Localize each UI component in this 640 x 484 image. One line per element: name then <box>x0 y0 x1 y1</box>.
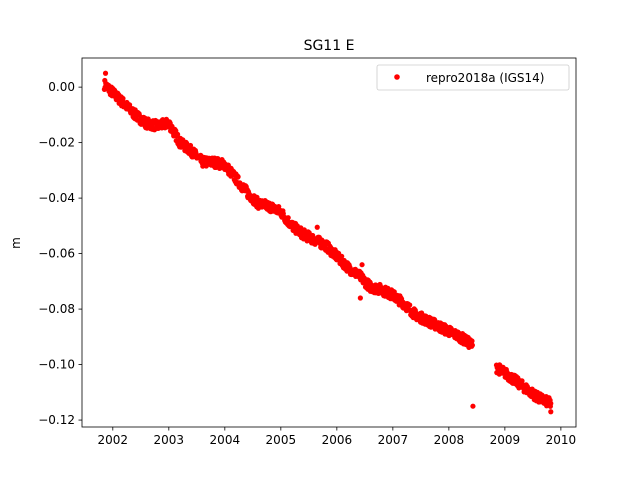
x-tick-label: 2008 <box>434 433 465 447</box>
data-point <box>120 95 126 102</box>
data-point-outlier <box>548 409 554 415</box>
axes-frame <box>81 57 577 428</box>
y-tick-label: −0.02 <box>38 136 75 150</box>
data-point <box>175 131 181 137</box>
legend: repro2018a (IGS14) <box>376 64 570 91</box>
data-point-outlier <box>102 70 109 76</box>
x-tick-label: 2002 <box>98 433 129 447</box>
data-point <box>339 253 345 259</box>
data-point <box>469 338 475 344</box>
legend-marker <box>394 74 400 80</box>
y-tick-label: −0.04 <box>38 191 75 205</box>
x-tick-label: 2003 <box>154 433 185 447</box>
chart-title: SG11 E <box>304 38 355 54</box>
data-point <box>187 142 194 149</box>
x-tick-label: 2005 <box>266 433 297 447</box>
data-point <box>548 400 554 407</box>
data-point <box>276 204 282 210</box>
y-axis-label: m <box>9 237 23 249</box>
data-point-outlier <box>359 262 365 268</box>
data-point-outlier <box>470 403 476 409</box>
data-points <box>101 70 554 415</box>
legend-box <box>376 64 570 91</box>
x-tick-label: 2010 <box>546 433 577 447</box>
x-tick-label: 2007 <box>378 433 409 447</box>
y-tick-label: −0.10 <box>38 358 75 372</box>
data-point <box>254 194 260 200</box>
data-point-outlier <box>357 295 363 301</box>
x-tick-label: 2009 <box>490 433 521 447</box>
data-point <box>469 342 475 348</box>
data-point <box>235 174 241 180</box>
data-point <box>407 302 413 308</box>
legend-label: repro2018a (IGS14) <box>426 71 544 85</box>
y-tick-label: −0.12 <box>38 413 75 427</box>
data-point <box>184 140 190 146</box>
y-tick-label: 0.00 <box>48 80 75 94</box>
x-tick-label: 2006 <box>322 433 353 447</box>
y-tick-label: −0.06 <box>38 247 75 261</box>
data-point <box>285 215 291 221</box>
data-point-outlier <box>314 224 320 230</box>
y-tick-label: −0.08 <box>38 302 75 316</box>
x-tick-label: 2004 <box>210 433 241 447</box>
